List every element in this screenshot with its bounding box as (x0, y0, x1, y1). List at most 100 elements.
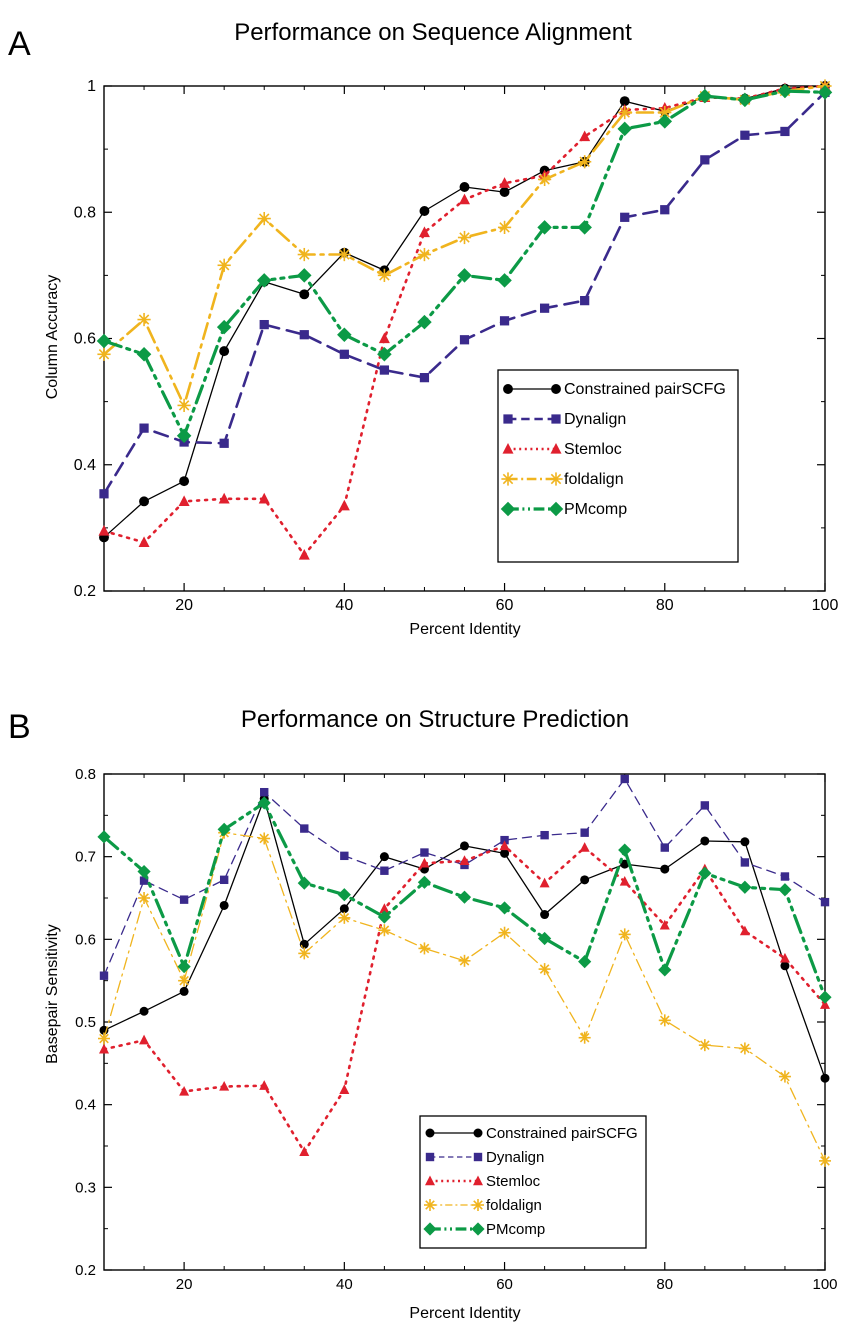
legend-label: Stemloc (486, 1173, 541, 1190)
series-line-foldalign (103, 832, 826, 1162)
data-point-foldalign (138, 892, 151, 904)
data-point-dynalign (660, 205, 670, 215)
data-point-dynalign (500, 835, 509, 845)
data-point-dynalign (419, 373, 430, 383)
legend-marker (471, 1222, 485, 1236)
data-point-pmcomp (337, 888, 351, 902)
data-point-constrained-pairscfg (459, 182, 470, 192)
data-point-constrained-pairscfg (419, 206, 430, 216)
data-point-dynalign (139, 876, 149, 885)
data-point-constrained-pairscfg (619, 96, 630, 107)
panel-a: A Performance on Sequence Alignment Colu… (8, 19, 838, 638)
legend-marker (473, 1128, 483, 1138)
data-point-stemloc (739, 925, 750, 936)
y-tick-label-b: 0.5 (75, 1014, 96, 1031)
data-point-dynalign (580, 828, 589, 837)
y-tick-label-b: 0.6 (75, 931, 96, 948)
legend-marker (473, 1152, 483, 1162)
data-point-stemloc (779, 952, 790, 963)
data-point-foldalign (658, 105, 672, 120)
panel-b: B Performance on Structure Prediction Ba… (8, 706, 838, 1322)
data-point-pmcomp (457, 268, 472, 283)
series-layer-a (96, 79, 833, 560)
data-point-foldalign (98, 1032, 110, 1045)
data-point-constrained-pairscfg (339, 904, 349, 914)
data-point-pmcomp (497, 901, 512, 915)
y-tick-label-b: 0.4 (75, 1097, 96, 1114)
data-point-dynalign (139, 423, 149, 433)
data-point-dynalign (620, 212, 630, 222)
data-point-pmcomp (377, 910, 391, 924)
x-tick-label-a: 80 (656, 597, 674, 614)
data-point-foldalign (137, 312, 151, 327)
data-point-dynalign (99, 971, 109, 980)
legend-item-stemloc: Stemloc (425, 1173, 541, 1190)
chart-title-b: Performance on Structure Prediction (241, 706, 629, 733)
data-point-foldalign (778, 1070, 791, 1083)
legend-label: PMcomp (564, 501, 627, 518)
data-point-constrained-pairscfg (499, 187, 510, 197)
data-point-pmcomp (136, 347, 152, 362)
data-point-dynalign (539, 303, 550, 313)
data-point-constrained-pairscfg (780, 961, 790, 971)
legend-item-foldalign: foldalign (501, 471, 624, 488)
data-point-stemloc (219, 1080, 230, 1091)
data-point-stemloc (98, 524, 110, 536)
legend-marker (423, 1222, 437, 1236)
data-point-pmcomp (297, 876, 311, 890)
data-point-constrained-pairscfg (740, 837, 750, 847)
data-point-foldalign (538, 172, 552, 187)
legend-marker (473, 1175, 483, 1186)
data-point-constrained-pairscfg (299, 289, 310, 300)
data-point-dynalign (179, 895, 189, 904)
data-point-pmcomp (216, 319, 232, 335)
series-dynalign-b (99, 774, 830, 980)
series-pmcomp-a (96, 83, 833, 443)
data-point-pmcomp (657, 114, 673, 129)
data-point-pmcomp (538, 931, 552, 946)
data-point-dynalign (620, 774, 629, 784)
legend-item-constrained-pairscfg: Constrained pairSCFG (425, 1125, 638, 1142)
data-point-stemloc (378, 332, 390, 344)
data-point-dynalign (379, 365, 390, 375)
legend-marker (500, 501, 516, 517)
data-point-dynalign (380, 866, 389, 875)
legend-item-pmcomp: PMcomp (423, 1221, 545, 1238)
y-tick-label-a: 0.8 (74, 204, 96, 221)
data-point-pmcomp (497, 273, 512, 288)
data-point-foldalign (698, 1039, 711, 1052)
chart-title-a: Performance on Sequence Alignment (234, 19, 632, 46)
data-point-stemloc (218, 492, 230, 504)
data-point-pmcomp (257, 796, 271, 810)
data-point-pmcomp (377, 347, 392, 362)
data-point-foldalign (337, 247, 351, 262)
data-point-foldalign (258, 832, 271, 845)
data-point-pmcomp (818, 990, 832, 1004)
data-point-pmcomp (618, 843, 632, 857)
data-point-pmcomp (658, 963, 672, 977)
data-point-foldalign (178, 974, 191, 987)
x-tick-label-b: 40 (336, 1276, 353, 1293)
data-point-dynalign (219, 875, 229, 885)
data-point-foldalign (578, 1031, 591, 1044)
legend-item-dynalign: Dynalign (425, 1149, 544, 1166)
data-point-dynalign (420, 848, 429, 857)
data-point-foldalign (457, 230, 472, 245)
data-point-dynalign (339, 349, 349, 359)
legend-marker (548, 501, 564, 517)
data-point-dynalign (700, 801, 710, 810)
data-point-stemloc (338, 499, 350, 511)
legend-marker (503, 384, 513, 394)
data-point-constrained-pairscfg (219, 346, 230, 357)
legend-marker (425, 1152, 435, 1162)
series-pmcomp-b (97, 796, 832, 1004)
data-point-pmcomp (97, 830, 111, 844)
y-tick-label-b: 0.3 (75, 1179, 96, 1196)
legend-item-foldalign: foldalign (424, 1197, 542, 1214)
y-tick-label-b: 0.8 (75, 766, 96, 783)
legend-marker (549, 472, 563, 486)
legend-box-a (497, 369, 739, 563)
data-point-pmcomp (177, 960, 191, 974)
data-point-pmcomp (337, 327, 352, 342)
data-point-constrained-pairscfg (540, 910, 550, 920)
